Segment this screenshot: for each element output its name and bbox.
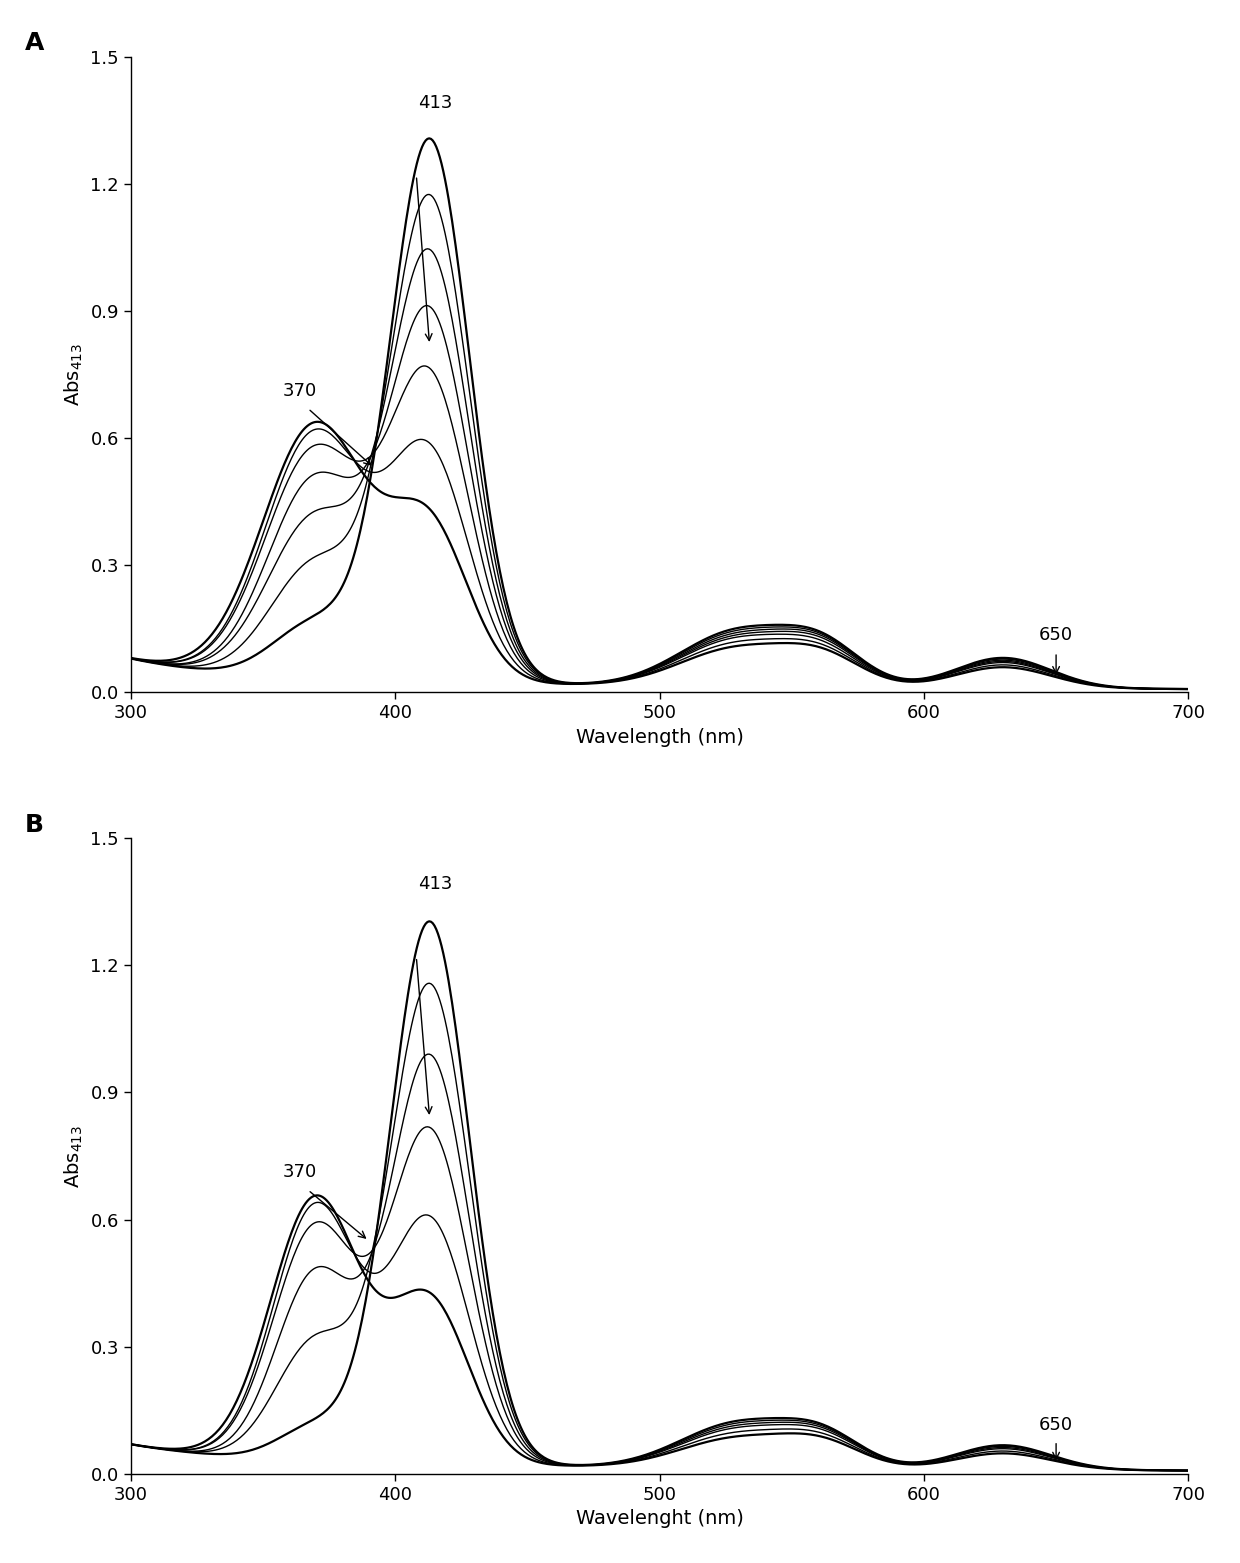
- X-axis label: Wavelenght (nm): Wavelenght (nm): [575, 1510, 744, 1529]
- Text: 413: 413: [418, 94, 453, 111]
- Y-axis label: Abs$_{413}$: Abs$_{413}$: [62, 342, 84, 406]
- Text: 370: 370: [283, 1163, 317, 1182]
- Text: A: A: [25, 31, 45, 55]
- Text: 650: 650: [1039, 1416, 1073, 1433]
- Y-axis label: Abs$_{413}$: Abs$_{413}$: [62, 1124, 84, 1188]
- Text: 370: 370: [283, 381, 317, 400]
- Text: 413: 413: [418, 875, 453, 892]
- Text: B: B: [25, 813, 45, 836]
- X-axis label: Wavelength (nm): Wavelength (nm): [575, 728, 744, 747]
- Text: 650: 650: [1039, 625, 1073, 644]
